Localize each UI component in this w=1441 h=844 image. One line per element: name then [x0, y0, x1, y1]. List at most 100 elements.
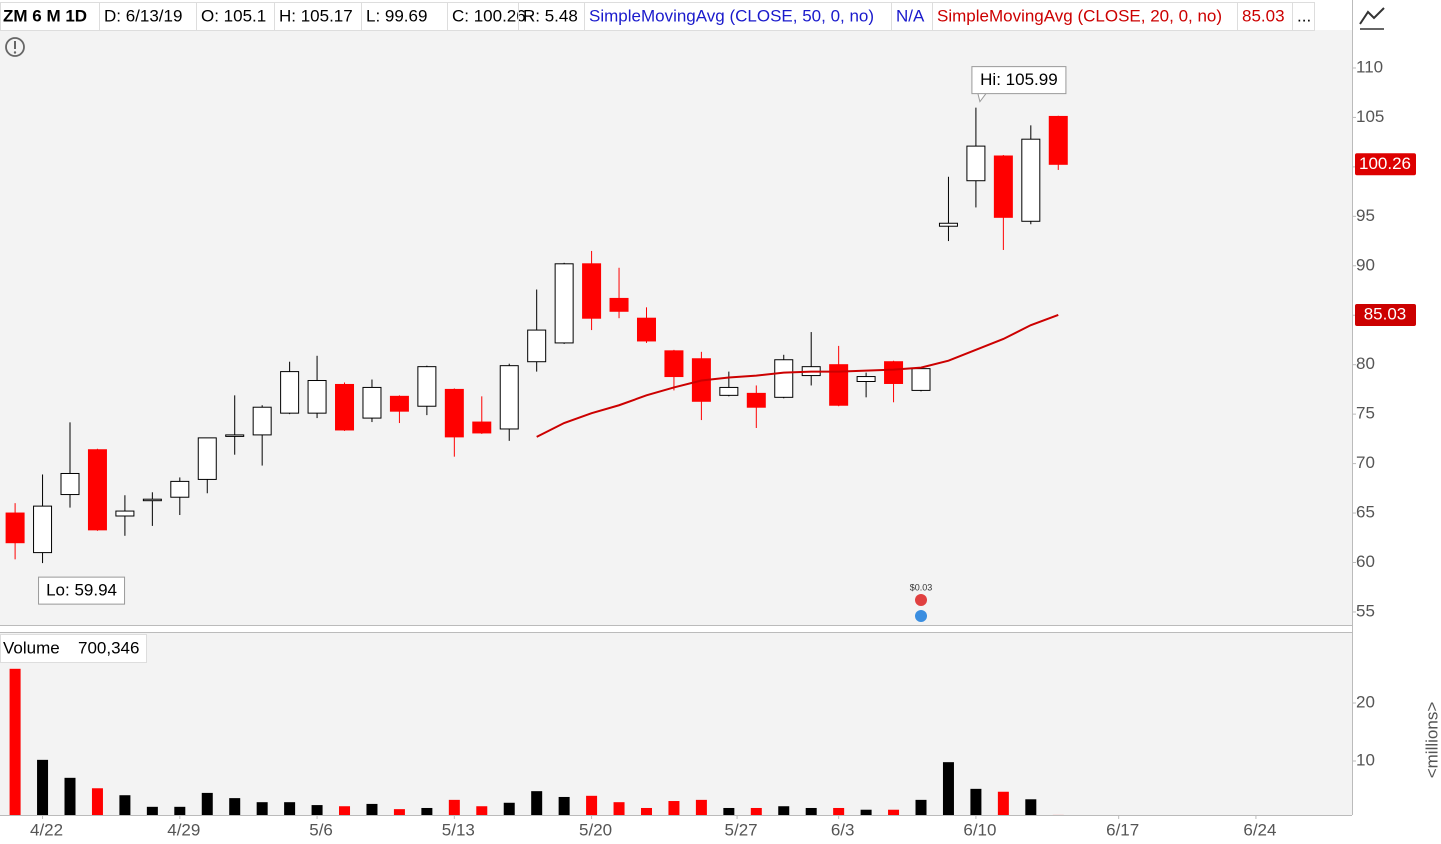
study-value: N/A: [896, 6, 925, 25]
candle-body: [993, 155, 1013, 218]
y-tick-label: 70: [1356, 453, 1375, 472]
y-tick-label: 65: [1356, 503, 1375, 522]
candle-body: [225, 434, 245, 437]
candle-body: [60, 472, 80, 496]
candle-body: [280, 371, 300, 414]
price-panel: [0, 30, 1352, 625]
header-item: R: 5.48: [523, 6, 578, 25]
candle-body: [389, 395, 409, 412]
candle-body: [307, 380, 327, 414]
volume-axis-label: <millions>: [1422, 702, 1441, 779]
candle-body: [746, 392, 766, 408]
header-item: ZM 6 M 1D: [3, 6, 87, 25]
candle-body: [856, 376, 876, 383]
volume-bar: [366, 803, 378, 815]
candle-body: [582, 263, 602, 319]
candle-body: [527, 329, 547, 363]
volume-bar: [91, 788, 103, 815]
candle-body: [1021, 138, 1041, 222]
x-tick-label: 5/13: [442, 820, 475, 839]
volume-title: Volume: [3, 638, 60, 657]
candle-body: [335, 383, 355, 431]
annotation-box: [971, 66, 1067, 103]
event-icon: [915, 594, 928, 606]
event-icon: [915, 610, 928, 622]
volume-bar: [448, 799, 460, 815]
volume-header: [0, 634, 147, 663]
volume-bar: [9, 668, 21, 815]
header-item: H: 105.17: [279, 6, 353, 25]
candle-body: [252, 406, 272, 436]
volume-panel: [0, 632, 1352, 815]
volume-bar: [997, 791, 1009, 815]
icon-line: [1359, 7, 1385, 25]
y-tick-label: 10: [1356, 750, 1375, 769]
x-tick-label: 4/22: [30, 820, 63, 839]
header-bar: [0, 2, 1315, 31]
y-tick-label: 20: [1356, 692, 1375, 711]
y-tick-label: 105: [1356, 107, 1384, 126]
volume-bar: [915, 799, 927, 815]
alert-icon[interactable]: [5, 37, 25, 57]
alert-dot: [13, 51, 17, 54]
candle-body: [554, 263, 574, 344]
annotation: Lo: 59.94: [46, 581, 117, 600]
volume-bar: [339, 806, 351, 815]
candle-body: [884, 361, 904, 384]
volume-bar: [119, 795, 131, 815]
volume-bar: [503, 802, 515, 815]
y-tick-label: 90: [1356, 255, 1375, 274]
candle-body: [911, 368, 931, 391]
more-button[interactable]: ...: [1297, 6, 1311, 25]
candle-body: [774, 359, 794, 398]
candle-body: [499, 365, 519, 430]
candle-body: [444, 388, 464, 438]
study-value: 85.03: [1242, 6, 1285, 25]
volume-bar: [64, 777, 76, 815]
candle-body: [664, 350, 684, 378]
volume-last: 700,346: [78, 638, 139, 657]
header-item: C: 100.26: [452, 6, 526, 25]
candle-body: [170, 480, 190, 498]
candle-body: [417, 366, 437, 407]
annotation-box: [38, 576, 126, 605]
volume-bar: [531, 791, 543, 815]
x-tick-label: 6/24: [1243, 820, 1276, 839]
price-badge: [1355, 153, 1416, 176]
x-tick-label: 6/3: [831, 820, 855, 839]
candle-body: [966, 145, 986, 182]
candle-body: [33, 505, 53, 554]
volume-bar: [1025, 799, 1037, 815]
volume-bar: [284, 802, 296, 815]
chart-style-icon[interactable]: [1358, 4, 1386, 32]
candle-body: [5, 512, 25, 544]
y-tick-label: 60: [1356, 552, 1375, 571]
candle-body: [142, 498, 162, 502]
volume-bar: [201, 792, 213, 815]
alert-circle: [5, 37, 25, 57]
x-tick-label: 5/27: [725, 820, 758, 839]
volume-bar: [778, 806, 790, 815]
x-tick-label: 5/6: [309, 820, 333, 839]
study-name: SimpleMovingAvg (CLOSE, 20, 0, no): [937, 6, 1222, 25]
price-badge-label: 100.26: [1359, 154, 1411, 173]
candle-body: [829, 364, 849, 406]
volume-bar: [421, 807, 433, 815]
candle-body: [472, 421, 492, 434]
volume-bar: [888, 809, 900, 815]
header-item: D: 6/13/19: [104, 6, 182, 25]
volume-bar: [695, 799, 707, 815]
header-item: L: 99.69: [366, 6, 427, 25]
x-tick-label: 6/17: [1106, 820, 1139, 839]
volume-bar: [640, 807, 652, 815]
header-item: O: 105.1: [201, 6, 266, 25]
volume-bar: [37, 759, 49, 815]
volume-bar: [586, 795, 598, 815]
candle-body: [197, 437, 217, 480]
volume-bar: [476, 806, 488, 815]
sma-line: [536, 314, 1059, 438]
volume-bar: [229, 798, 241, 815]
candle-body: [115, 510, 135, 517]
study-name: SimpleMovingAvg (CLOSE, 50, 0, no): [589, 6, 874, 25]
y-tick-label: 80: [1356, 354, 1375, 373]
